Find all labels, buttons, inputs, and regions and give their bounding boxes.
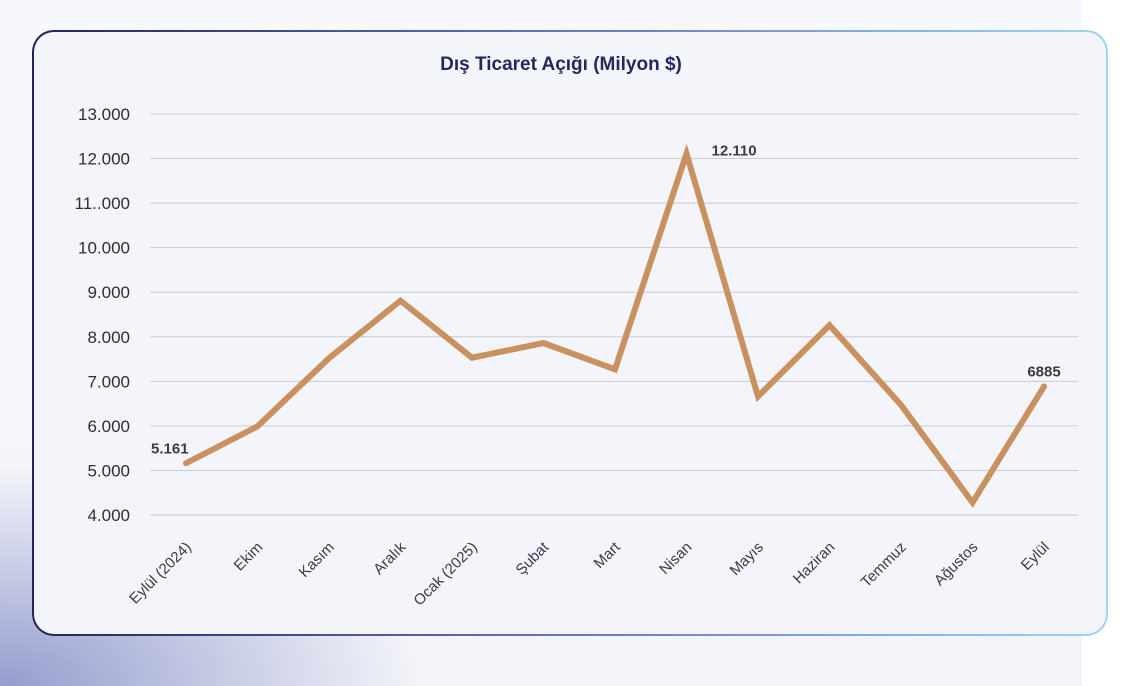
- y-tick-label: 10.000: [78, 239, 130, 258]
- x-tick-label: Ocak (2025): [410, 539, 480, 609]
- data-point: [970, 500, 975, 506]
- x-tick-label: Ağustos: [931, 539, 981, 589]
- data-label: 12.110: [712, 143, 757, 160]
- y-tick-label: 6.000: [87, 417, 130, 436]
- data-point: [898, 402, 904, 408]
- data-point: [827, 322, 832, 328]
- x-tick-label: Mart: [591, 538, 625, 572]
- x-tick-label: Nisan: [656, 539, 695, 578]
- y-tick-label: 8.000: [87, 328, 130, 347]
- data-point: [255, 423, 260, 429]
- x-tick-label: Kasım: [296, 539, 338, 581]
- x-tick-label: Temmuz: [858, 539, 910, 591]
- data-label: 6885: [1027, 363, 1060, 380]
- data-label: 5.161: [151, 440, 189, 457]
- chart-frame: [32, 30, 1108, 636]
- data-point: [541, 340, 546, 346]
- x-tick-label: Aralık: [370, 538, 409, 577]
- data-labels: 5.161 12.110 6885: [151, 143, 1061, 458]
- x-tick-label: Şubat: [513, 538, 553, 578]
- x-tick-label: Eylül: [1018, 539, 1053, 574]
- gridlines: [150, 113, 1078, 516]
- x-axis-ticks: Eylül (2024) Ekim Kasım Aralık Ocak (2025) Şu…: [126, 538, 1053, 609]
- data-point: [183, 460, 189, 466]
- data-point: [326, 355, 332, 361]
- y-tick-label: 9.000: [87, 283, 130, 302]
- chart-title: Dış Ticaret Açığı (Milyon $): [440, 54, 682, 75]
- y-tick-label: 7.000: [87, 372, 130, 391]
- x-tick-label: Haziran: [790, 539, 839, 588]
- y-tick-label: 12.000: [78, 150, 130, 169]
- data-point: [612, 366, 618, 372]
- x-tick-label: Eylül (2024): [126, 539, 195, 608]
- data-point: [684, 151, 689, 157]
- y-tick-label: 5.000: [87, 461, 130, 480]
- x-tick-label: Mayıs: [727, 539, 767, 579]
- y-tick-label: 13.000: [78, 105, 130, 124]
- data-point: [469, 355, 475, 361]
- data-point: [398, 298, 403, 304]
- data-point: [1041, 383, 1047, 389]
- data-point: [755, 393, 761, 399]
- y-tick-label: 11..000: [75, 194, 130, 213]
- y-tick-label: 4.000: [87, 506, 130, 525]
- y-axis-ticks: 4.000 5.000 6.000 7.000 8.000 9.000 10.000 11..…: [75, 105, 130, 525]
- series-layer: [183, 143, 1047, 508]
- x-tick-label: Ekim: [231, 539, 267, 575]
- series-line: [183, 143, 1047, 508]
